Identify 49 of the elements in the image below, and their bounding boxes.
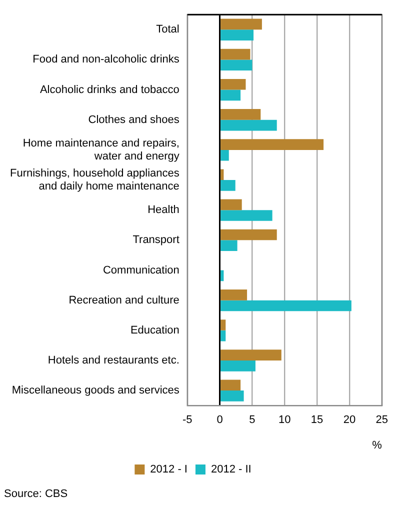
bar [220,380,241,391]
bar [220,229,277,240]
bar [220,390,244,402]
bar [220,78,246,90]
legend-label: 2012 - II [210,464,252,476]
x-tick-label: 0 [216,414,223,426]
x-tick-label: 5 [249,414,256,426]
bar [220,48,250,60]
bar [220,199,242,210]
x-tick-label: 25 [376,414,388,426]
y-tick-label: Food and non-alcoholic drinks [32,54,180,66]
bar [220,210,272,221]
y-tick-label: Health [148,204,180,216]
bar [220,240,238,252]
bar [220,320,226,330]
bar [220,139,324,150]
bar [220,290,248,300]
y-tick-label: Alcoholic drinks and tobacco [40,84,180,96]
bar [220,150,229,161]
bar [220,330,226,342]
y-tick-label: Miscellaneous goods and services [12,384,180,397]
bar [220,180,236,191]
legend-label: 2012 - I [150,464,188,476]
bar [220,120,277,131]
source-note: Source: CBS [4,488,68,500]
bar [220,18,262,30]
x-axis-title: % [372,439,382,452]
bar [220,30,254,40]
y-tick-label: Total [156,24,180,36]
bar [220,270,224,282]
y-tick-label: Education [130,324,180,336]
x-tick-label: 15 [310,414,324,426]
bar [220,350,282,360]
bar [220,60,252,71]
y-tick-label: Furnishings, household appliances and daily home maintenance [10,167,180,193]
y-tick-label: Clothes and shoes [88,114,180,126]
y-tick-label: Recreation and culture [68,294,180,306]
y-tick-label: Hotels and restaurants etc. [48,354,180,367]
x-tick-label: 10 [278,414,291,426]
bar [220,169,224,180]
y-tick-label: Communication [102,264,180,276]
bar [220,109,261,120]
x-tick-label: 20 [343,414,356,426]
x-tick-label: -5 [182,414,192,426]
bar [220,300,352,312]
bar [220,90,241,101]
y-tick-label: Home maintenance and repairs, water and energy [22,137,180,163]
y-tick-label: Transport [132,234,180,246]
bar [220,360,256,372]
